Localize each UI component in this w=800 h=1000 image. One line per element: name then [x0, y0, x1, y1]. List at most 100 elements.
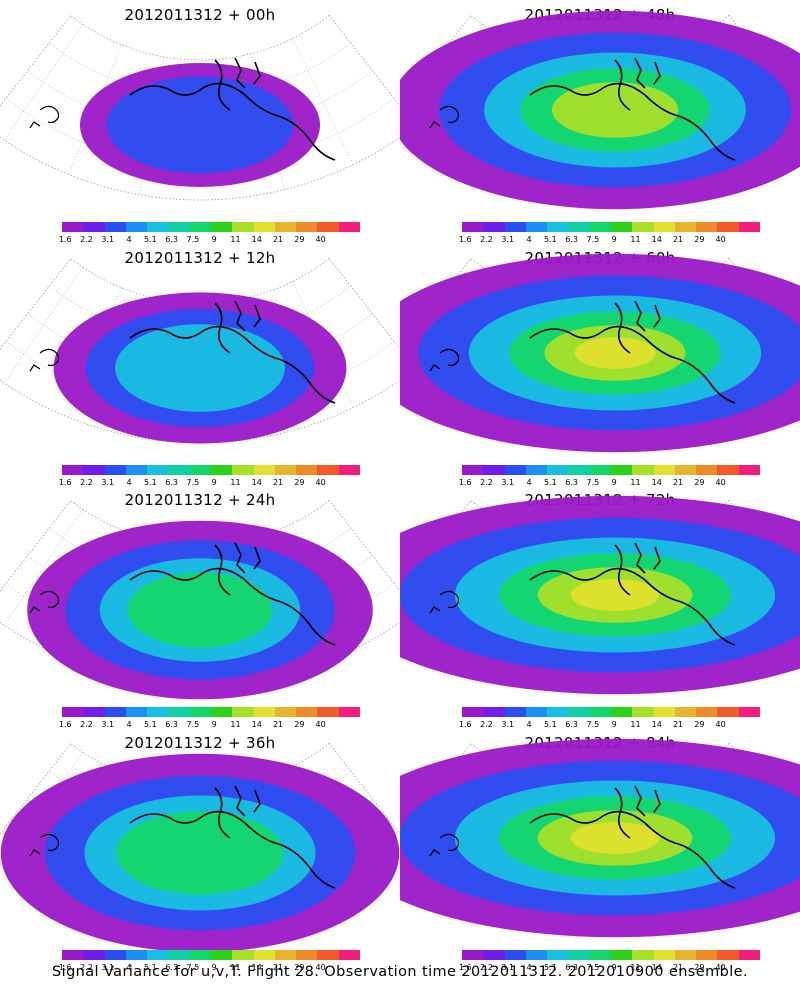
variance-contour [570, 579, 660, 611]
variance-map [0, 742, 400, 953]
colorbar-tick-label: 11 [630, 478, 641, 487]
colorbar-tick-label: 14 [651, 720, 662, 729]
colorbar-swatch [589, 465, 611, 475]
colorbar-swatch [632, 950, 654, 960]
colorbar-tick-label: 1.6 [58, 235, 72, 244]
variance-contour [115, 324, 285, 412]
colorbar-swatch [210, 950, 233, 960]
colorbar-swatch [125, 465, 148, 475]
colorbar-tick-label: 29 [694, 963, 705, 972]
colorbar-tick-label: 5.1 [543, 478, 557, 487]
colorbar-tick-label: 3.1 [101, 478, 115, 487]
colorbar-swatch [338, 465, 360, 475]
forecast-panel-36h: 2012011312 + 36h 1.6 2.2 3.1 4 5.1 6.3 7.5 9 11 1… [0, 728, 400, 972]
colorbar [462, 707, 760, 717]
colorbar-swatch [168, 950, 190, 960]
colorbar-swatch [674, 222, 697, 232]
colorbar-swatch [62, 707, 84, 717]
colorbar-swatch [738, 465, 760, 475]
colorbar-swatch [147, 707, 169, 717]
colorbar-tick-label: 1.6 [458, 720, 472, 729]
colorbar-tick-label: 14 [251, 963, 262, 972]
colorbar-tick-label: 9 [211, 478, 217, 487]
colorbar-tick-label: 5.1 [543, 235, 557, 244]
colorbar-swatch [610, 465, 633, 475]
colorbar-tick-label: 3.1 [101, 235, 115, 244]
variance-map [400, 738, 800, 938]
colorbar-swatch [525, 950, 548, 960]
coastline-alaska [429, 348, 460, 372]
colorbar-swatch [525, 707, 548, 717]
colorbar-tick-label: 3.1 [501, 963, 515, 972]
colorbar-labels: 1.6 2.2 3.1 4 5.1 6.3 7.5 9 11 14 21 29 40 [459, 478, 760, 488]
map-domain-outline [0, 499, 400, 686]
forecast-panel-12h: 2012011312 + 12h 1.6 2.2 3.1 4 5.1 6.3 7.5 9 11 1… [0, 243, 400, 487]
colorbar-swatch [62, 465, 84, 475]
colorbar-swatch [210, 465, 233, 475]
variance-map [0, 14, 400, 201]
colorbar-swatch [632, 222, 654, 232]
forecast-panel-84h: 2012011312 + 84h 1.62.23.145.16.37.59111… [400, 728, 800, 972]
colorbar-tick-label: 2.2 [80, 720, 93, 729]
colorbar-labels: 1.6 2.2 3.1 4 5.1 6.3 7.5 9 11 14 21 29 40 [59, 478, 360, 488]
coastline [129, 542, 336, 646]
variance-contour [127, 572, 273, 648]
colorbar-tick-label: 4 [526, 478, 532, 487]
colorbar-swatch [274, 465, 297, 475]
colorbar-swatch [317, 222, 339, 232]
colorbar-swatch [504, 950, 526, 960]
colorbar-swatch [83, 222, 105, 232]
colorbar-swatch [274, 950, 297, 960]
colorbar-swatch [738, 707, 760, 717]
colorbar-tick-label: 1.6 [58, 720, 72, 729]
colorbar-tick-label: 9 [211, 963, 217, 972]
colorbar-tick-label: 29 [294, 963, 305, 972]
colorbar-tick-label: 14 [651, 963, 662, 972]
colorbar-swatch [589, 222, 611, 232]
colorbar-swatch [189, 465, 211, 475]
colorbar-tick-label: 40 [715, 478, 726, 487]
colorbar-swatch [210, 222, 233, 232]
coastline-alaska [429, 105, 460, 129]
colorbar-tick-label: 6.3 [565, 235, 578, 244]
colorbar-tick-label: 29 [294, 235, 305, 244]
colorbar-labels: 1.6 2.2 3.1 4 5.1 6.3 7.5 9 11 14 21 29 40 [59, 963, 360, 973]
colorbar [62, 707, 360, 717]
coastline [529, 57, 736, 161]
colorbar-tick-label: 7.5 [186, 478, 200, 487]
colorbar-swatch [717, 222, 739, 232]
colorbar-tick-label: 2.2 [80, 235, 93, 244]
colorbar-tick-label: 11 [230, 235, 241, 244]
colorbar-swatch [253, 222, 275, 232]
colorbar-tick-label: 21 [272, 235, 284, 244]
colorbar-tick-label: 4 [126, 720, 132, 729]
colorbar-swatch [653, 465, 675, 475]
colorbar-swatch [317, 707, 339, 717]
colorbar-swatch [232, 222, 254, 232]
colorbar-tick-label: 7.5 [586, 720, 600, 729]
colorbar-tick-label: 7.5 [586, 235, 600, 244]
colorbar-swatch [589, 707, 611, 717]
panel-title: 2012011312 + 24h [124, 491, 276, 509]
colorbar-swatch [483, 222, 505, 232]
colorbar-tick-label: 6.3 [565, 720, 578, 729]
forecast-panel-60h: 2012011312 + 60h 1.62.23.145.16.37.59111… [400, 243, 800, 487]
colorbar-swatch [253, 465, 275, 475]
colorbar-tick-label: 21 [672, 235, 684, 244]
colorbar-tick-label: 2.2 [480, 478, 493, 487]
colorbar-swatch [253, 950, 275, 960]
colorbar-swatch [483, 465, 505, 475]
variance-map [0, 257, 400, 444]
colorbar-swatch [232, 465, 254, 475]
colorbar-tick-label: 6.3 [165, 478, 178, 487]
colorbar-tick-label: 9 [611, 963, 617, 972]
colorbar-tick-label: 21 [672, 478, 684, 487]
colorbar-tick-label: 11 [630, 963, 641, 972]
colorbar-tick-label: 21 [672, 720, 684, 729]
colorbar-swatch [696, 950, 718, 960]
coastline-alaska [429, 590, 460, 614]
colorbar-swatch [547, 707, 569, 717]
colorbar-tick-label: 6.3 [165, 235, 178, 244]
colorbar-swatch [62, 950, 84, 960]
colorbar-swatch [189, 222, 211, 232]
